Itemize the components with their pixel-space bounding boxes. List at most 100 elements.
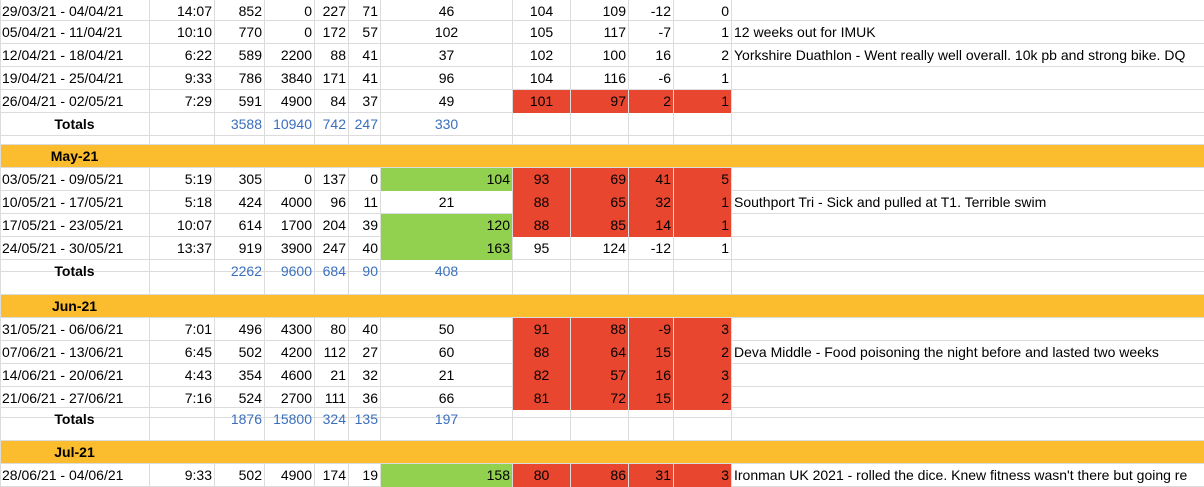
empty-cell[interactable]: [150, 272, 215, 295]
count-cell[interactable]: 3: [674, 364, 732, 387]
note-cell[interactable]: [732, 318, 1204, 341]
fatigue-cell[interactable]: 64: [571, 341, 629, 364]
empty-cell[interactable]: [381, 272, 513, 295]
empty-cell[interactable]: [265, 418, 315, 441]
value-cell[interactable]: 852: [215, 0, 265, 23]
duration-cell[interactable]: 6:45: [150, 341, 215, 364]
value-cell[interactable]: 502: [215, 341, 265, 364]
note-cell[interactable]: Ironman UK 2021 - rolled the dice. Knew …: [734, 467, 1188, 483]
value-cell[interactable]: 41: [349, 67, 381, 90]
empty-cell[interactable]: [0, 418, 150, 441]
fatigue-cell[interactable]: 117: [571, 21, 629, 44]
value-cell[interactable]: 4600: [265, 364, 315, 387]
total-cell[interactable]: 684: [315, 260, 349, 283]
week-range-cell[interactable]: 17/05/21 - 23/05/21: [0, 214, 150, 237]
value-cell[interactable]: 0: [265, 21, 315, 44]
count-cell[interactable]: 1: [674, 237, 732, 260]
note-cell[interactable]: Southport Tri - Sick and pulled at T1. T…: [734, 194, 1047, 210]
count-cell[interactable]: 0: [674, 0, 732, 23]
value-cell[interactable]: 1700: [265, 214, 315, 237]
empty-cell[interactable]: [629, 260, 674, 283]
empty-cell[interactable]: [150, 113, 215, 136]
empty-cell[interactable]: [315, 272, 349, 295]
value-cell[interactable]: 174: [315, 464, 349, 487]
fatigue-cell[interactable]: 65: [571, 191, 629, 214]
week-range-cell[interactable]: 21/06/21 - 27/06/21: [0, 387, 150, 410]
load-cell[interactable]: 37: [381, 44, 513, 67]
fitness-cell[interactable]: 101: [513, 90, 571, 113]
duration-cell[interactable]: 13:37: [150, 237, 215, 260]
duration-cell[interactable]: 9:33: [150, 67, 215, 90]
empty-cell[interactable]: [315, 418, 349, 441]
value-cell[interactable]: 137: [315, 168, 349, 191]
value-cell[interactable]: 4000: [265, 191, 315, 214]
fitness-cell[interactable]: 88: [513, 341, 571, 364]
empty-cell[interactable]: [513, 113, 571, 136]
value-cell[interactable]: 19: [349, 464, 381, 487]
value-cell[interactable]: 88: [315, 44, 349, 67]
form-cell[interactable]: -6: [629, 67, 674, 90]
week-range-cell[interactable]: 19/04/21 - 25/04/21: [0, 67, 150, 90]
week-range-cell[interactable]: 07/06/21 - 13/06/21: [0, 341, 150, 364]
total-cell[interactable]: 330: [381, 113, 513, 136]
count-cell[interactable]: 1: [674, 90, 732, 113]
fatigue-cell[interactable]: 72: [571, 387, 629, 410]
value-cell[interactable]: 2200: [265, 44, 315, 67]
value-cell[interactable]: 227: [315, 0, 349, 23]
value-cell[interactable]: 3900: [265, 237, 315, 260]
value-cell[interactable]: 11: [349, 191, 381, 214]
value-cell[interactable]: 71: [349, 0, 381, 23]
load-cell[interactable]: 50: [381, 318, 513, 341]
value-cell[interactable]: 0: [265, 168, 315, 191]
empty-cell[interactable]: [674, 260, 732, 283]
fitness-cell[interactable]: 105: [513, 21, 571, 44]
empty-cell[interactable]: [571, 272, 629, 295]
fitness-cell[interactable]: 93: [513, 168, 571, 191]
load-cell[interactable]: 163: [381, 237, 513, 260]
load-cell[interactable]: 21: [381, 364, 513, 387]
duration-cell[interactable]: 7:16: [150, 387, 215, 410]
value-cell[interactable]: 614: [215, 214, 265, 237]
value-cell[interactable]: 2700: [265, 387, 315, 410]
totals-label[interactable]: Totals: [0, 260, 150, 283]
duration-cell[interactable]: 14:07: [150, 0, 215, 23]
fitness-cell[interactable]: 104: [513, 0, 571, 23]
total-cell[interactable]: 9600: [265, 260, 315, 283]
note-cell[interactable]: [732, 168, 1204, 191]
count-cell[interactable]: 1: [674, 21, 732, 44]
fatigue-cell[interactable]: 88: [571, 318, 629, 341]
total-cell[interactable]: 408: [381, 260, 513, 283]
empty-cell[interactable]: [732, 418, 1204, 441]
value-cell[interactable]: 21: [315, 364, 349, 387]
load-cell[interactable]: 120: [381, 214, 513, 237]
form-cell[interactable]: -9: [629, 318, 674, 341]
value-cell[interactable]: 502: [215, 464, 265, 487]
count-cell[interactable]: 2: [674, 44, 732, 67]
fatigue-cell[interactable]: 57: [571, 364, 629, 387]
value-cell[interactable]: 247: [315, 237, 349, 260]
value-cell[interactable]: 354: [215, 364, 265, 387]
month-label[interactable]: Jul-21: [54, 444, 95, 460]
fatigue-cell[interactable]: 86: [571, 464, 629, 487]
note-cell[interactable]: 12 weeks out for IMUK: [734, 24, 876, 40]
duration-cell[interactable]: 6:22: [150, 44, 215, 67]
count-cell[interactable]: 2: [674, 341, 732, 364]
value-cell[interactable]: 27: [349, 341, 381, 364]
value-cell[interactable]: 770: [215, 21, 265, 44]
fitness-cell[interactable]: 95: [513, 237, 571, 260]
value-cell[interactable]: 40: [349, 237, 381, 260]
empty-cell[interactable]: [0, 272, 150, 295]
fitness-cell[interactable]: 88: [513, 214, 571, 237]
week-range-cell[interactable]: 28/06/21 - 04/06/21: [0, 464, 150, 487]
duration-cell[interactable]: 10:10: [150, 21, 215, 44]
empty-cell[interactable]: [265, 272, 315, 295]
load-cell[interactable]: 102: [381, 21, 513, 44]
empty-cell[interactable]: [732, 113, 1204, 136]
fitness-cell[interactable]: 81: [513, 387, 571, 410]
form-cell[interactable]: -12: [629, 0, 674, 23]
fatigue-cell[interactable]: 124: [571, 237, 629, 260]
form-cell[interactable]: 16: [629, 364, 674, 387]
form-cell[interactable]: 31: [629, 464, 674, 487]
empty-cell[interactable]: [732, 272, 1204, 295]
total-cell[interactable]: 90: [349, 260, 381, 283]
